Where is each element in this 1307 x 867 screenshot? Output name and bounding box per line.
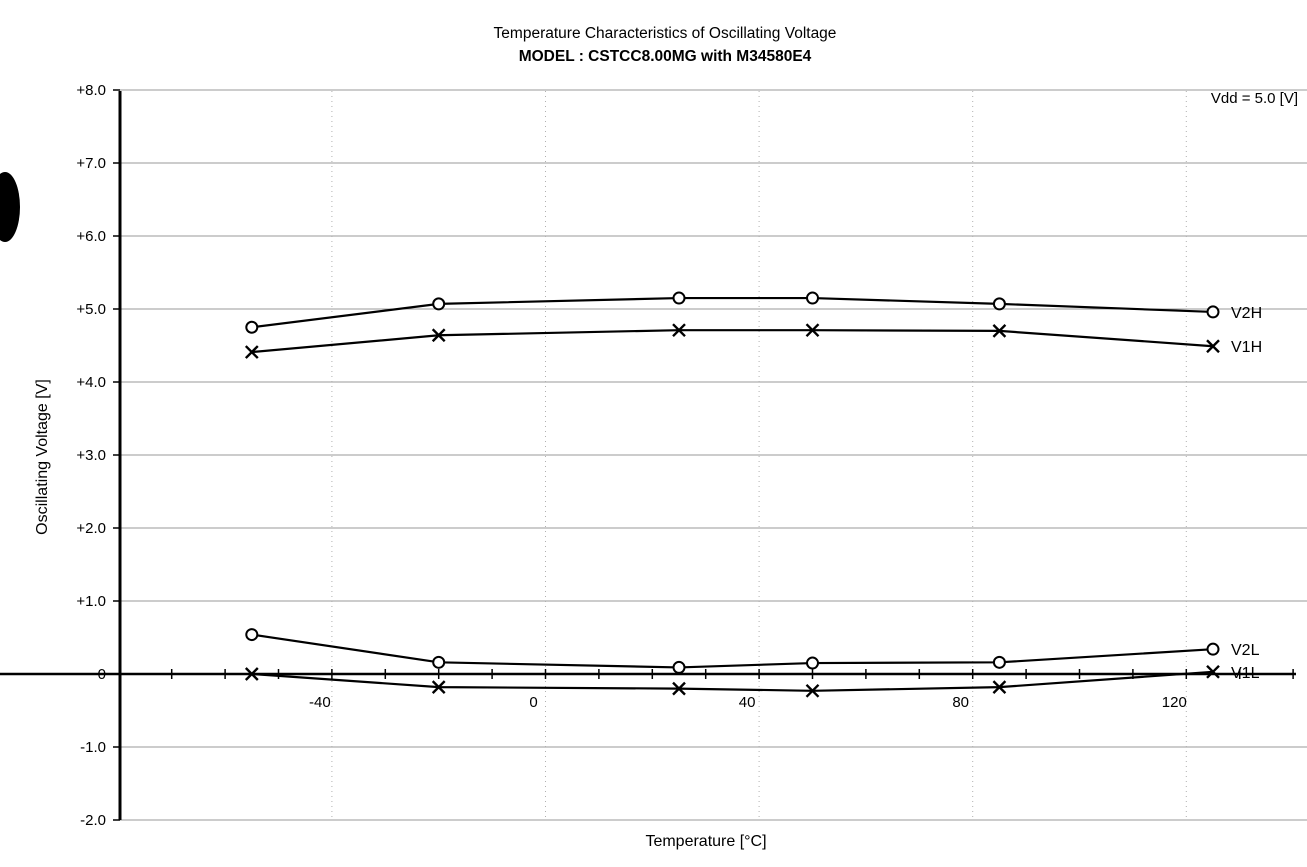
- series-line: [251, 633, 1214, 669]
- y-tick-label: 0: [98, 666, 106, 683]
- x-tick-label: 120: [1162, 694, 1187, 711]
- y-tick-label: +8.0: [76, 82, 106, 99]
- series-label: V2L: [1231, 642, 1260, 659]
- y-tick-label: +5.0: [76, 301, 106, 318]
- series-label: V2H: [1231, 305, 1262, 322]
- data-point: [992, 680, 1007, 694]
- y-tick-label: +2.0: [76, 520, 106, 537]
- series-label: V1L: [1231, 665, 1260, 682]
- y-tick-label: +1.0: [76, 593, 106, 610]
- y-tick-label: +3.0: [76, 447, 106, 464]
- data-point: [245, 320, 259, 334]
- data-point: [1206, 339, 1220, 354]
- x-tick-label: -40: [309, 694, 331, 711]
- data-point: [806, 656, 819, 670]
- data-point: [432, 655, 446, 669]
- data-point: [992, 297, 1006, 311]
- series-line: [251, 329, 1214, 354]
- y-tick-label: -1.0: [80, 739, 106, 756]
- series-v2h: V2H: [245, 291, 1262, 334]
- data-point: [805, 683, 820, 698]
- data-point: [1206, 642, 1220, 656]
- y-tick-label: +7.0: [76, 155, 106, 172]
- x-tick-label: 80: [952, 694, 969, 711]
- y-tick-label: -2.0: [80, 812, 106, 829]
- data-point: [672, 660, 686, 674]
- x-tick-label: 0: [529, 694, 537, 711]
- axes: [0, 89, 1296, 821]
- y-axis-label: Oscillating Voltage [V]: [34, 379, 51, 535]
- chart-title: Temperature Characteristics of Oscillati…: [494, 25, 837, 42]
- data-point: [806, 291, 819, 305]
- grid: [120, 89, 1307, 821]
- data-point: [805, 323, 820, 338]
- data-point: [992, 655, 1006, 669]
- data-point: [431, 680, 446, 694]
- vdd-annotation: Vdd = 5.0 [V]: [1211, 90, 1298, 107]
- series-v2l: V2L: [245, 628, 1260, 674]
- series-line: [251, 670, 1214, 692]
- data-point: [672, 681, 686, 696]
- data-point: [432, 297, 446, 311]
- scan-mark: [0, 172, 20, 242]
- data-point: [672, 291, 686, 305]
- data-point: [992, 324, 1007, 338]
- chart-subtitle: MODEL : CSTCC8.00MG with M34580E4: [519, 48, 812, 65]
- data-point: [672, 323, 686, 338]
- data-point: [245, 628, 259, 642]
- x-tick-label: 40: [739, 694, 756, 711]
- y-tick-label: +6.0: [76, 228, 106, 245]
- x-axis-label: Temperature [°C]: [645, 833, 766, 850]
- series-v1h: V1H: [244, 323, 1262, 359]
- data-point: [1206, 664, 1220, 679]
- data-point: [1206, 305, 1220, 319]
- data-point: [431, 328, 446, 343]
- series-v1l: V1L: [244, 664, 1260, 698]
- tick-labels: +8.0 +7.0 +6.0 +5.0 +4.0 +3.0 +2.0 +1.0 0 -1.0 -2.…: [76, 82, 1186, 829]
- series-group: V2H V1H V2L V1L: [244, 291, 1262, 698]
- series-line: [251, 296, 1214, 329]
- series-label: V1H: [1231, 339, 1262, 356]
- data-point: [244, 345, 259, 359]
- data-point: [244, 667, 259, 681]
- y-tick-label: +4.0: [76, 374, 106, 391]
